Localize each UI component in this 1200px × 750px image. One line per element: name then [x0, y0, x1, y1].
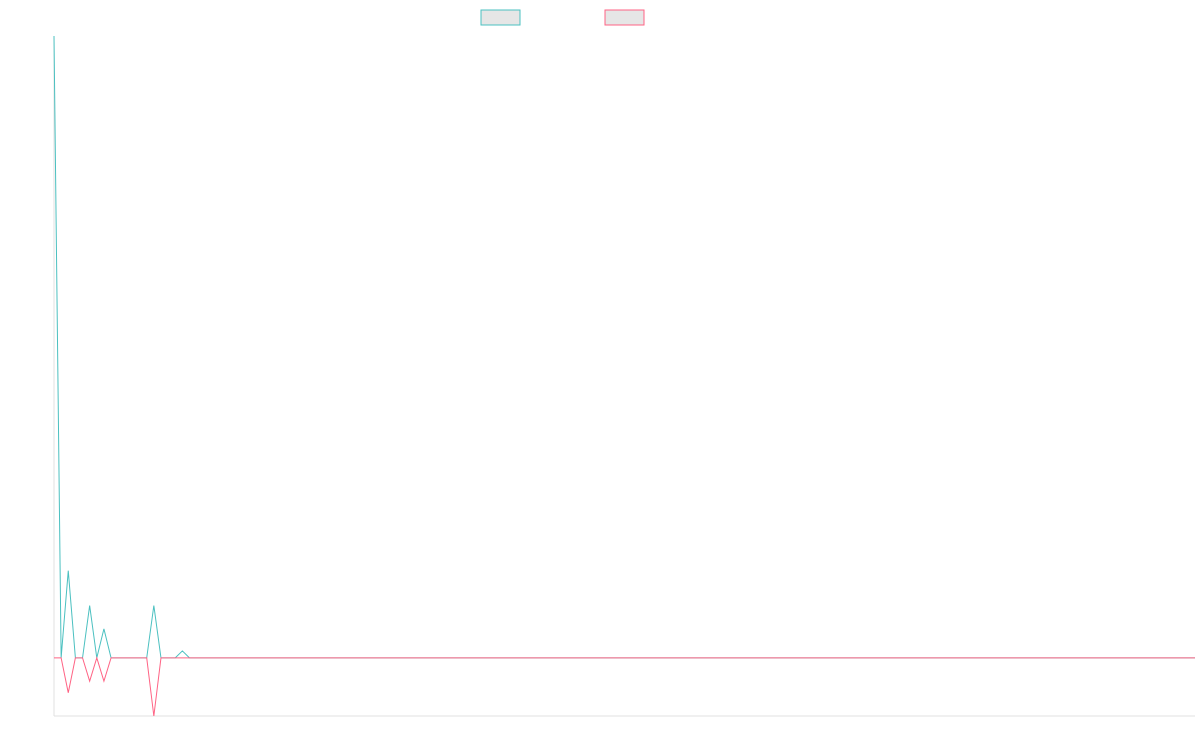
- legend-swatch-series-2[interactable]: [604, 9, 645, 26]
- series-line-1: [53, 35, 1195, 659]
- series-line-2: [54, 656, 1195, 717]
- legend[interactable]: [480, 9, 645, 26]
- legend-swatch-series-1[interactable]: [480, 9, 521, 26]
- series-layer: [53, 35, 1195, 717]
